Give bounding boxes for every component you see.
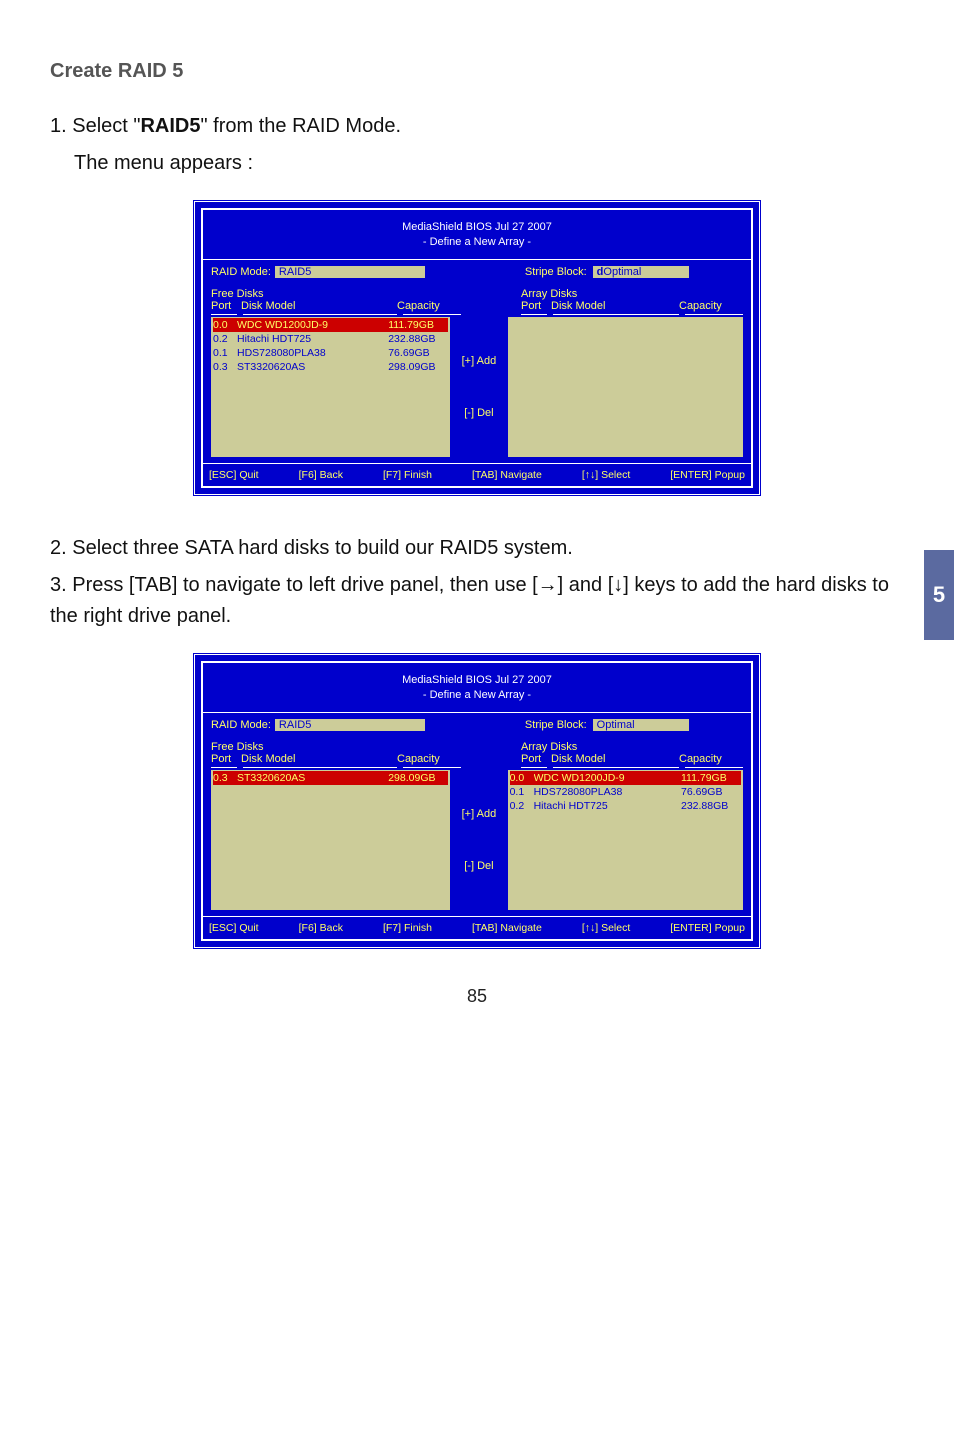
disk-port: 0.0 xyxy=(510,771,534,785)
disk-model: WDC WD1200JD-9 xyxy=(237,318,388,332)
disk-row[interactable]: 0.2Hitachi HDT725232.88GB xyxy=(510,799,741,813)
footer-esc[interactable]: [ESC] Quit xyxy=(209,922,259,934)
footer-f7[interactable]: [F7] Finish xyxy=(383,469,432,481)
array-disks-panel[interactable]: 0.0WDC WD1200JD-9111.79GB0.1HDS728080PLA… xyxy=(508,770,743,910)
bios-screen-2: MediaShield BIOS Jul 27 2007 - Define a … xyxy=(192,652,762,950)
disk-model: ST3320620AS xyxy=(237,360,388,374)
footer-enter[interactable]: [ENTER] Popup xyxy=(670,922,745,934)
footer-f6[interactable]: [F6] Back xyxy=(299,469,343,481)
step-1-line2: The menu appears : xyxy=(74,148,904,179)
del-button[interactable]: [-] Del xyxy=(464,407,493,419)
raid-mode-label: RAID Mode: xyxy=(211,266,271,278)
col-model: Disk Model xyxy=(551,300,679,312)
disk-capacity: 298.09GB xyxy=(388,360,448,374)
del-button[interactable]: [-] Del xyxy=(464,860,493,872)
bios-title-line1: MediaShield BIOS Jul 27 2007 xyxy=(203,673,751,688)
col-capacity: Capacity xyxy=(679,300,743,312)
disk-capacity: 76.69GB xyxy=(388,346,448,360)
stripe-value-text: Optimal xyxy=(603,266,641,278)
bios-screen-1: MediaShield BIOS Jul 27 2007 - Define a … xyxy=(192,199,762,497)
footer-enter[interactable]: [ENTER] Popup xyxy=(670,469,745,481)
disk-capacity: 298.09GB xyxy=(388,771,448,785)
array-disks-label: Array Disks xyxy=(521,741,743,753)
bios-title: MediaShield BIOS Jul 27 2007 - Define a … xyxy=(203,210,751,259)
footer-arrows[interactable]: [↑↓] Select xyxy=(582,922,630,934)
col-port: Port xyxy=(211,753,241,765)
array-disks-panel[interactable] xyxy=(508,317,743,457)
disk-row[interactable]: 0.1HDS728080PLA3876.69GB xyxy=(213,346,448,360)
footer-arrows[interactable]: [↑↓] Select xyxy=(582,469,630,481)
step1-suffix: " from the RAID Mode. xyxy=(201,115,402,137)
disk-port: 0.2 xyxy=(213,332,237,346)
free-disks-panel[interactable]: 0.3ST3320620AS298.09GB xyxy=(211,770,450,910)
bios-title: MediaShield BIOS Jul 27 2007 - Define a … xyxy=(203,663,751,712)
disk-port: 0.3 xyxy=(213,360,237,374)
raid-mode-value[interactable]: RAID5 xyxy=(275,719,425,731)
stripe-block-value[interactable]: dOptimal xyxy=(593,266,689,278)
disk-model: Hitachi HDT725 xyxy=(534,799,681,813)
free-disks-label: Free Disks xyxy=(211,288,461,300)
col-model: Disk Model xyxy=(551,753,679,765)
disk-port: 0.3 xyxy=(213,771,237,785)
stripe-block-label: Stripe Block: xyxy=(525,719,587,731)
stripe-block-label: Stripe Block: xyxy=(525,266,587,278)
step1-bold: RAID5 xyxy=(140,115,200,137)
col-port: Port xyxy=(211,300,241,312)
disk-model: HDS728080PLA38 xyxy=(237,346,388,360)
disk-row[interactable]: 0.1HDS728080PLA3876.69GB xyxy=(510,785,741,799)
col-capacity: Capacity xyxy=(397,753,461,765)
free-disks-panel[interactable]: 0.0WDC WD1200JD-9111.79GB0.2Hitachi HDT7… xyxy=(211,317,450,457)
footer-esc[interactable]: [ESC] Quit xyxy=(209,469,259,481)
footer-tab[interactable]: [TAB] Navigate xyxy=(472,922,542,934)
disk-model: HDS728080PLA38 xyxy=(534,785,681,799)
disk-row[interactable]: 0.3ST3320620AS298.09GB xyxy=(213,360,448,374)
disk-port: 0.0 xyxy=(213,318,237,332)
disk-model: Hitachi HDT725 xyxy=(237,332,388,346)
disk-port: 0.1 xyxy=(213,346,237,360)
disk-row[interactable]: 0.0WDC WD1200JD-9111.79GB xyxy=(510,771,741,785)
step-2: 2. Select three SATA hard disks to build… xyxy=(50,533,904,564)
step1-prefix: 1. Select " xyxy=(50,115,140,137)
add-button[interactable]: [+] Add xyxy=(462,355,497,367)
step-3: 3. Press [TAB] to navigate to left drive… xyxy=(50,570,904,632)
col-model: Disk Model xyxy=(241,753,397,765)
disk-port: 0.1 xyxy=(510,785,534,799)
disk-model: ST3320620AS xyxy=(237,771,388,785)
raid-mode-value[interactable]: RAID5 xyxy=(275,266,425,278)
raid-mode-label: RAID Mode: xyxy=(211,719,271,731)
col-port: Port xyxy=(521,753,551,765)
disk-capacity: 232.88GB xyxy=(681,799,741,813)
bios-title-line2: - Define a New Array - xyxy=(203,235,751,250)
stripe-block-value[interactable]: Optimal xyxy=(593,719,689,731)
col-port: Port xyxy=(521,300,551,312)
disk-capacity: 111.79GB xyxy=(681,771,741,785)
disk-row[interactable]: 0.3ST3320620AS298.09GB xyxy=(213,771,448,785)
chapter-tab: 5 xyxy=(924,550,954,640)
bios-title-line1: MediaShield BIOS Jul 27 2007 xyxy=(203,220,751,235)
disk-port: 0.2 xyxy=(510,799,534,813)
disk-row[interactable]: 0.0WDC WD1200JD-9111.79GB xyxy=(213,318,448,332)
free-disks-label: Free Disks xyxy=(211,741,461,753)
array-disks-label: Array Disks xyxy=(521,288,743,300)
bios-footer: [ESC] Quit [F6] Back [F7] Finish [TAB] N… xyxy=(203,464,751,486)
step3-text: 3. Press [TAB] to navigate to left drive… xyxy=(50,574,889,627)
col-capacity: Capacity xyxy=(679,753,743,765)
disk-model: WDC WD1200JD-9 xyxy=(534,771,681,785)
section-heading: Create RAID 5 xyxy=(50,60,904,83)
disk-capacity: 232.88GB xyxy=(388,332,448,346)
page-number: 85 xyxy=(50,986,904,1007)
col-model: Disk Model xyxy=(241,300,397,312)
disk-row[interactable]: 0.2Hitachi HDT725232.88GB xyxy=(213,332,448,346)
disk-capacity: 111.79GB xyxy=(388,318,448,332)
footer-f6[interactable]: [F6] Back xyxy=(299,922,343,934)
footer-tab[interactable]: [TAB] Navigate xyxy=(472,469,542,481)
disk-capacity: 76.69GB xyxy=(681,785,741,799)
footer-f7[interactable]: [F7] Finish xyxy=(383,922,432,934)
bios-title-line2: - Define a New Array - xyxy=(203,688,751,703)
bios-footer: [ESC] Quit [F6] Back [F7] Finish [TAB] N… xyxy=(203,917,751,939)
step-1: 1. Select "RAID5" from the RAID Mode. xyxy=(50,111,904,142)
col-capacity: Capacity xyxy=(397,300,461,312)
add-button[interactable]: [+] Add xyxy=(462,808,497,820)
